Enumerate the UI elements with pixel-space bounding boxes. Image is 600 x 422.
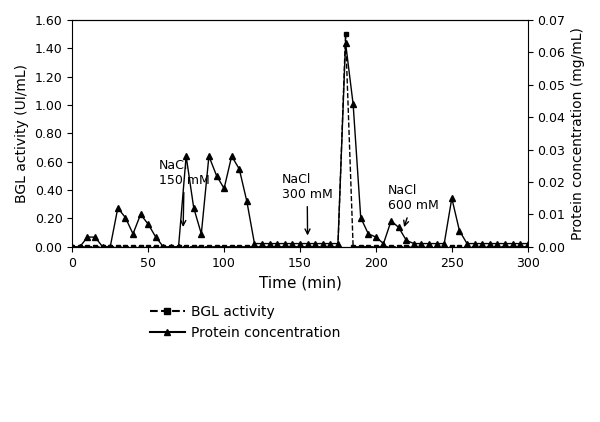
Text: NaCl
600 mM: NaCl 600 mM bbox=[388, 184, 439, 226]
Legend: BGL activity, Protein concentration: BGL activity, Protein concentration bbox=[144, 299, 346, 345]
Text: NaCl
150 mM: NaCl 150 mM bbox=[159, 159, 209, 225]
Text: NaCl
300 mM: NaCl 300 mM bbox=[282, 173, 332, 234]
X-axis label: Time (min): Time (min) bbox=[259, 275, 341, 290]
Y-axis label: Protein concentration (mg/mL): Protein concentration (mg/mL) bbox=[571, 27, 585, 240]
Y-axis label: BGL activity (UI/mL): BGL activity (UI/mL) bbox=[15, 64, 29, 203]
